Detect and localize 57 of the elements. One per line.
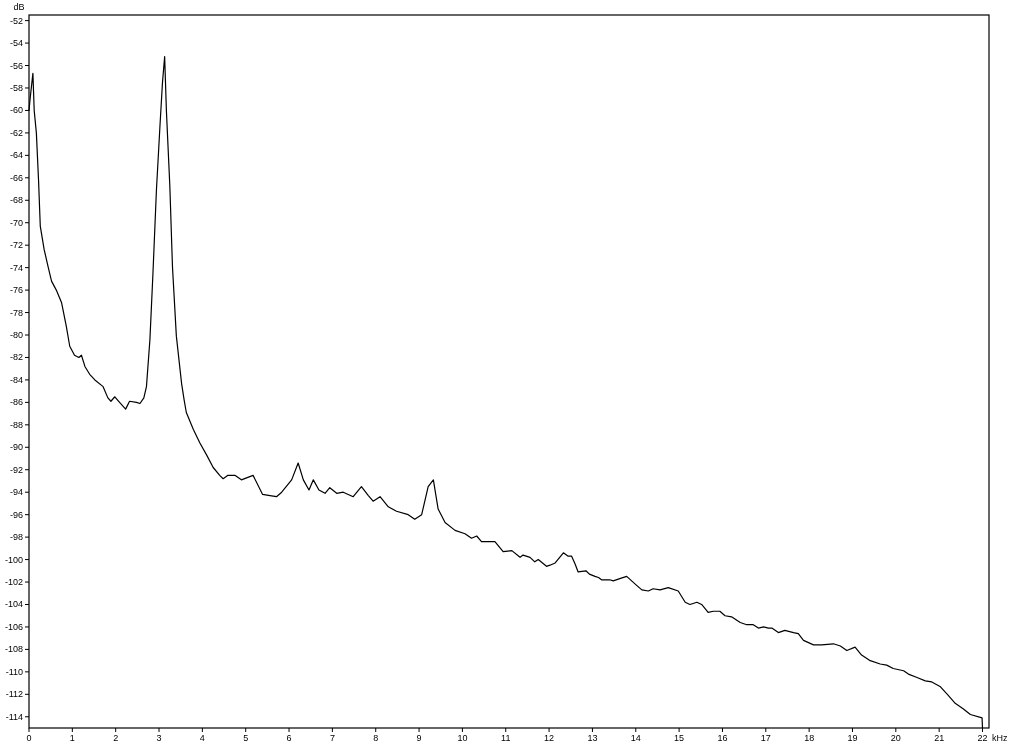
x-tick-label: 11 [501,733,511,743]
y-tick-label: -56 [9,60,23,71]
y-tick-label: -88 [9,419,23,430]
y-tick-label: -64 [9,150,23,161]
y-tick-label: -90 [9,442,23,453]
y-tick-label: -84 [9,374,23,385]
y-tick-label: -96 [9,509,23,520]
x-tick-label: 22 [977,733,988,743]
y-tick-label: -74 [9,262,23,273]
y-tick-label: -68 [9,195,23,206]
y-tick-label: -52 [9,15,23,26]
x-tick-label: 19 [847,733,858,743]
x-tick-label: 21 [934,733,945,743]
y-axis-title: dB [13,2,25,12]
y-tick-label: -108 [4,644,23,655]
y-tick-label: -54 [9,38,23,49]
y-tick-label: -86 [9,397,23,408]
y-tick-label: -82 [9,352,23,363]
x-tick-label: 7 [329,733,335,743]
x-tick-label: 9 [416,733,422,743]
x-tick-label: 8 [373,733,379,743]
x-tick-label: 12 [544,733,555,743]
x-tick-label: 15 [674,733,685,743]
y-tick-label: -102 [4,577,23,588]
x-tick-label: 0 [26,733,32,743]
y-tick-label: -98 [9,532,23,543]
x-tick-label: 14 [630,733,641,743]
y-tick-label: -110 [5,666,23,677]
y-tick-label: -76 [9,285,23,296]
x-tick-label: 20 [890,733,901,743]
y-tick-label: -114 [5,711,23,722]
x-axis-title: kHz [992,733,1008,743]
y-tick-label: -58 [9,82,23,93]
y-tick-label: -72 [9,240,23,251]
x-tick-label: 5 [243,733,249,743]
y-tick-label: -112 [5,689,23,700]
x-tick-label: 6 [286,733,292,743]
x-tick-label: 18 [804,733,815,743]
x-tick-label: 1 [69,733,75,743]
y-tick-label: -104 [4,599,23,610]
y-tick-label: -70 [9,217,23,228]
y-tick-label: -94 [9,487,23,498]
y-tick-label: -62 [9,127,23,138]
x-tick-label: 16 [717,733,728,743]
y-tick-label: -80 [9,330,23,341]
y-tick-label: -60 [9,105,23,116]
x-tick-label: 4 [199,733,205,743]
x-tick-label: 3 [156,733,162,743]
y-tick-label: -66 [9,172,23,183]
x-tick-label: 10 [457,733,468,743]
y-tick-label: -92 [9,464,23,475]
y-tick-label: -78 [9,307,23,318]
y-tick-label: -100 [4,554,23,565]
x-tick-label: 13 [587,733,598,743]
x-tick-label: 2 [113,733,119,743]
x-tick-label: 17 [760,733,771,743]
y-tick-label: -106 [4,621,23,632]
